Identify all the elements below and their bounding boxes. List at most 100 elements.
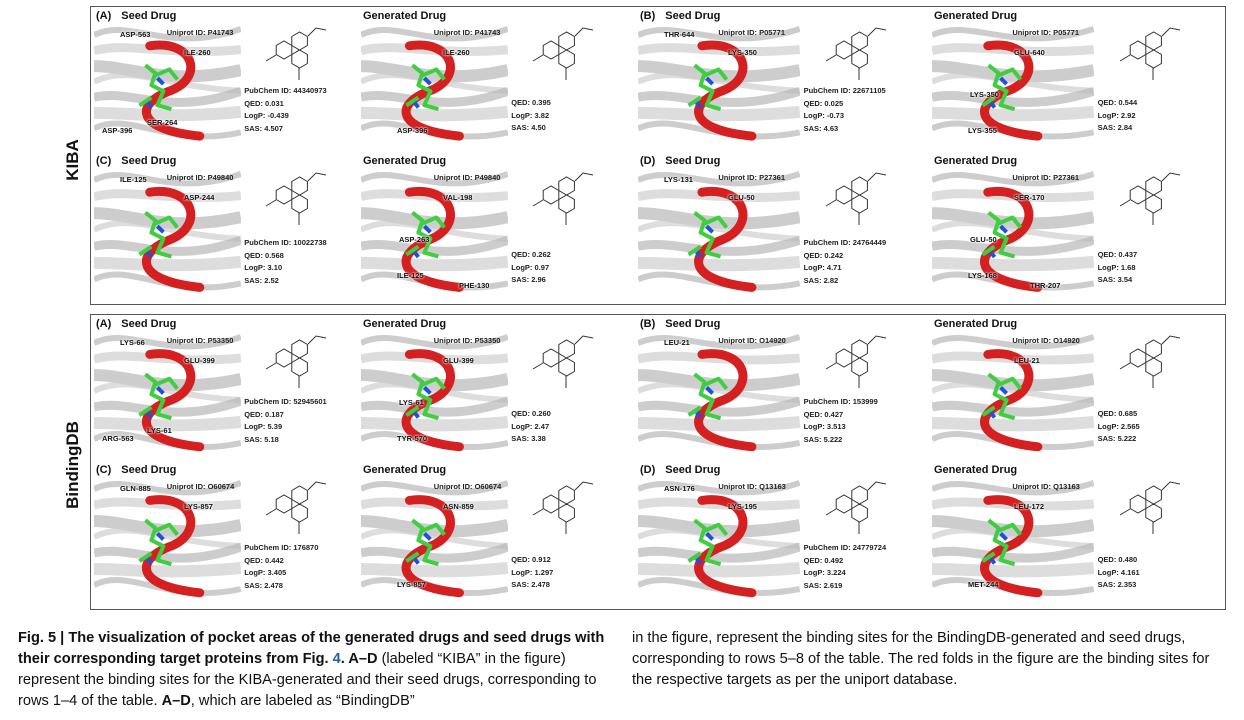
generated-drug-half: Generated Drug Uniprot ID: P53350 QED: 0.2… (359, 316, 626, 462)
seed-pocket-render (94, 26, 241, 141)
ligand-nitrogen (989, 224, 1009, 259)
generated-molecule-drawing (532, 172, 594, 225)
ligand (981, 518, 1023, 567)
binding-fold (141, 40, 205, 141)
generated-drug-half: Generated Drug Uniprot ID: O60674 QED: 0.9… (359, 462, 626, 608)
molecule-structure (532, 27, 594, 80)
seed-drug-half: (D) Seed Drug Uniprot ID: Q13163 PubChem ID… (636, 462, 930, 608)
residue-label: ILE-260 (184, 48, 211, 57)
ligand (138, 518, 179, 567)
qed-value: QED: 0.395 (511, 98, 551, 107)
panel-letter: (B) (640, 10, 656, 22)
residue-label: ASP-396 (102, 126, 133, 135)
ligand-nitrogen (145, 224, 165, 259)
residue-label: LYS-131 (664, 175, 693, 184)
binding-fold (141, 186, 205, 292)
logp-value: LogP: 3.405 (244, 568, 287, 577)
seed-drug-title: Seed Drug (665, 155, 721, 167)
panel-letter: (A) (96, 10, 112, 22)
seed-molecule-drawing (265, 172, 327, 225)
sas-value: SAS: 5.222 (803, 434, 843, 444)
uniprot-id: Uniprot ID: P41743 (433, 28, 501, 37)
panel-title: (A) Seed Drug (96, 318, 176, 330)
generated-drug-half: Generated Drug Uniprot ID: P27361 QED: 0.4… (930, 153, 1224, 303)
seed-pocket-render (638, 480, 800, 598)
sas-value: SAS: 2.82 (803, 275, 839, 285)
pubchem-id: PubChem ID: 52945601 (244, 397, 327, 406)
logp-value: LogP: 0.97 (511, 262, 550, 272)
residue-label: LYS-168 (968, 271, 997, 280)
seed-drug-title: Seed Drug (121, 464, 177, 476)
logp-value: LogP: -0.73 (803, 111, 845, 120)
residue-label: ASP-244 (184, 193, 215, 202)
caption-fig-ref[interactable]: 4 (332, 651, 341, 667)
residue-label: ASN-176 (664, 484, 695, 493)
ligand (138, 372, 179, 421)
logp-value: LogP: 3.10 (244, 263, 283, 272)
seed-pocket-render (638, 334, 800, 452)
ligand-nitrogen (695, 531, 715, 565)
panel-kiba-b: (B) Seed Drug Uniprot ID: P05771 PubChem ID… (636, 8, 1224, 151)
seed-drug-half: (D) Seed Drug Uniprot ID: P27361 PubChem ID… (636, 153, 930, 303)
residue-label: ILE-260 (443, 48, 470, 57)
ligand-nitrogen (145, 385, 165, 419)
logp-value: LogP: 3.82 (511, 110, 550, 120)
residue-label: LYS-350 (970, 90, 999, 99)
qed-value: QED: 0.187 (244, 409, 284, 419)
generated-drug-half: Generated Drug Uniprot ID: P05771 QED: 0.5… (930, 8, 1224, 151)
panel-title: Generated Drug (934, 464, 1017, 476)
logp-value: LogP: 1.68 (1097, 262, 1136, 272)
seed-drug-half: (B) Seed Drug Uniprot ID: O14920 PubChem ID… (636, 316, 930, 462)
residue-label: GLU-399 (443, 356, 474, 365)
generated-properties: QED: 0.685 LogP: 2.565 SAS: 5.222 (1098, 408, 1140, 446)
ligand-nitrogen (695, 385, 715, 419)
ligand-nitrogen (412, 224, 432, 259)
ligand-nitrogen (412, 385, 432, 419)
panel-title: Generated Drug (934, 155, 1017, 167)
sas-value: SAS: 2.478 (244, 580, 283, 590)
seed-properties: PubChem ID: 22671105 QED: 0.025 LogP: -0.7… (804, 85, 886, 135)
qed-value: QED: 0.031 (244, 98, 284, 108)
binding-fold (694, 495, 757, 598)
generated-molecule-drawing (532, 335, 594, 388)
residue-label: LYS-61 (399, 398, 424, 407)
panel-bindingdb-a: (A) Seed Drug Uniprot ID: P53350 PubChem ID… (92, 316, 627, 462)
panel-title: (D) Seed Drug (640, 464, 720, 476)
residue-label: LYS-195 (728, 502, 757, 511)
seed-properties: PubChem ID: 44340973 QED: 0.031 LogP: -0.4… (244, 85, 327, 135)
ligand (981, 63, 1023, 112)
generated-drug-half: Generated Drug Uniprot ID: O14920 QED: 0.6… (930, 316, 1224, 462)
molecule-structure (1120, 335, 1181, 388)
residue-label: VAL-198 (443, 193, 473, 202)
logp-value: LogP: 4.71 (803, 263, 842, 272)
ligand-nitrogen (695, 76, 715, 109)
sas-value: SAS: 3.54 (1097, 275, 1133, 284)
generated-pocket-render (932, 480, 1094, 598)
seed-drug-half: (A) Seed Drug Uniprot ID: P53350 PubChem ID… (92, 316, 359, 462)
sas-value: SAS: 4.507 (244, 123, 283, 133)
molecule-structure (265, 481, 327, 534)
pubchem-id: PubChem ID: 153999 (803, 397, 878, 406)
sas-value: SAS: 2.96 (511, 275, 546, 284)
pubchem-id: PubChem ID: 24779724 (803, 543, 887, 552)
generated-properties: QED: 0.437 LogP: 1.68 SAS: 3.54 (1098, 249, 1138, 287)
seed-properties: PubChem ID: 52945601 QED: 0.187 LogP: 5.39… (244, 396, 327, 446)
panel-title: Generated Drug (934, 10, 1017, 22)
sas-value: SAS: 2.478 (511, 580, 550, 589)
uniprot-id: Uniprot ID: P49840 (433, 173, 501, 182)
binding-fold (401, 40, 464, 141)
generated-drug-title: Generated Drug (363, 155, 447, 167)
qed-value: QED: 0.437 (1097, 250, 1138, 259)
generated-pocket-render (361, 26, 508, 141)
generated-molecule-drawing (1120, 27, 1181, 80)
seed-molecule-drawing (265, 335, 327, 388)
generated-properties: QED: 0.480 LogP: 4.161 SAS: 2.353 (1098, 554, 1140, 592)
seed-drug-half: (C) Seed Drug Uniprot ID: P49840 PubChem ID… (92, 153, 359, 303)
residue-label: ILE-125 (120, 175, 147, 184)
seed-drug-title: Seed Drug (665, 464, 721, 476)
seed-pocket-render (94, 334, 241, 452)
seed-drug-half: (C) Seed Drug Uniprot ID: O60674 PubChem ID… (92, 462, 359, 608)
binding-fold (694, 186, 757, 292)
logp-value: LogP: 3.513 (803, 422, 846, 431)
pubchem-id: PubChem ID: 22671105 (803, 86, 886, 95)
